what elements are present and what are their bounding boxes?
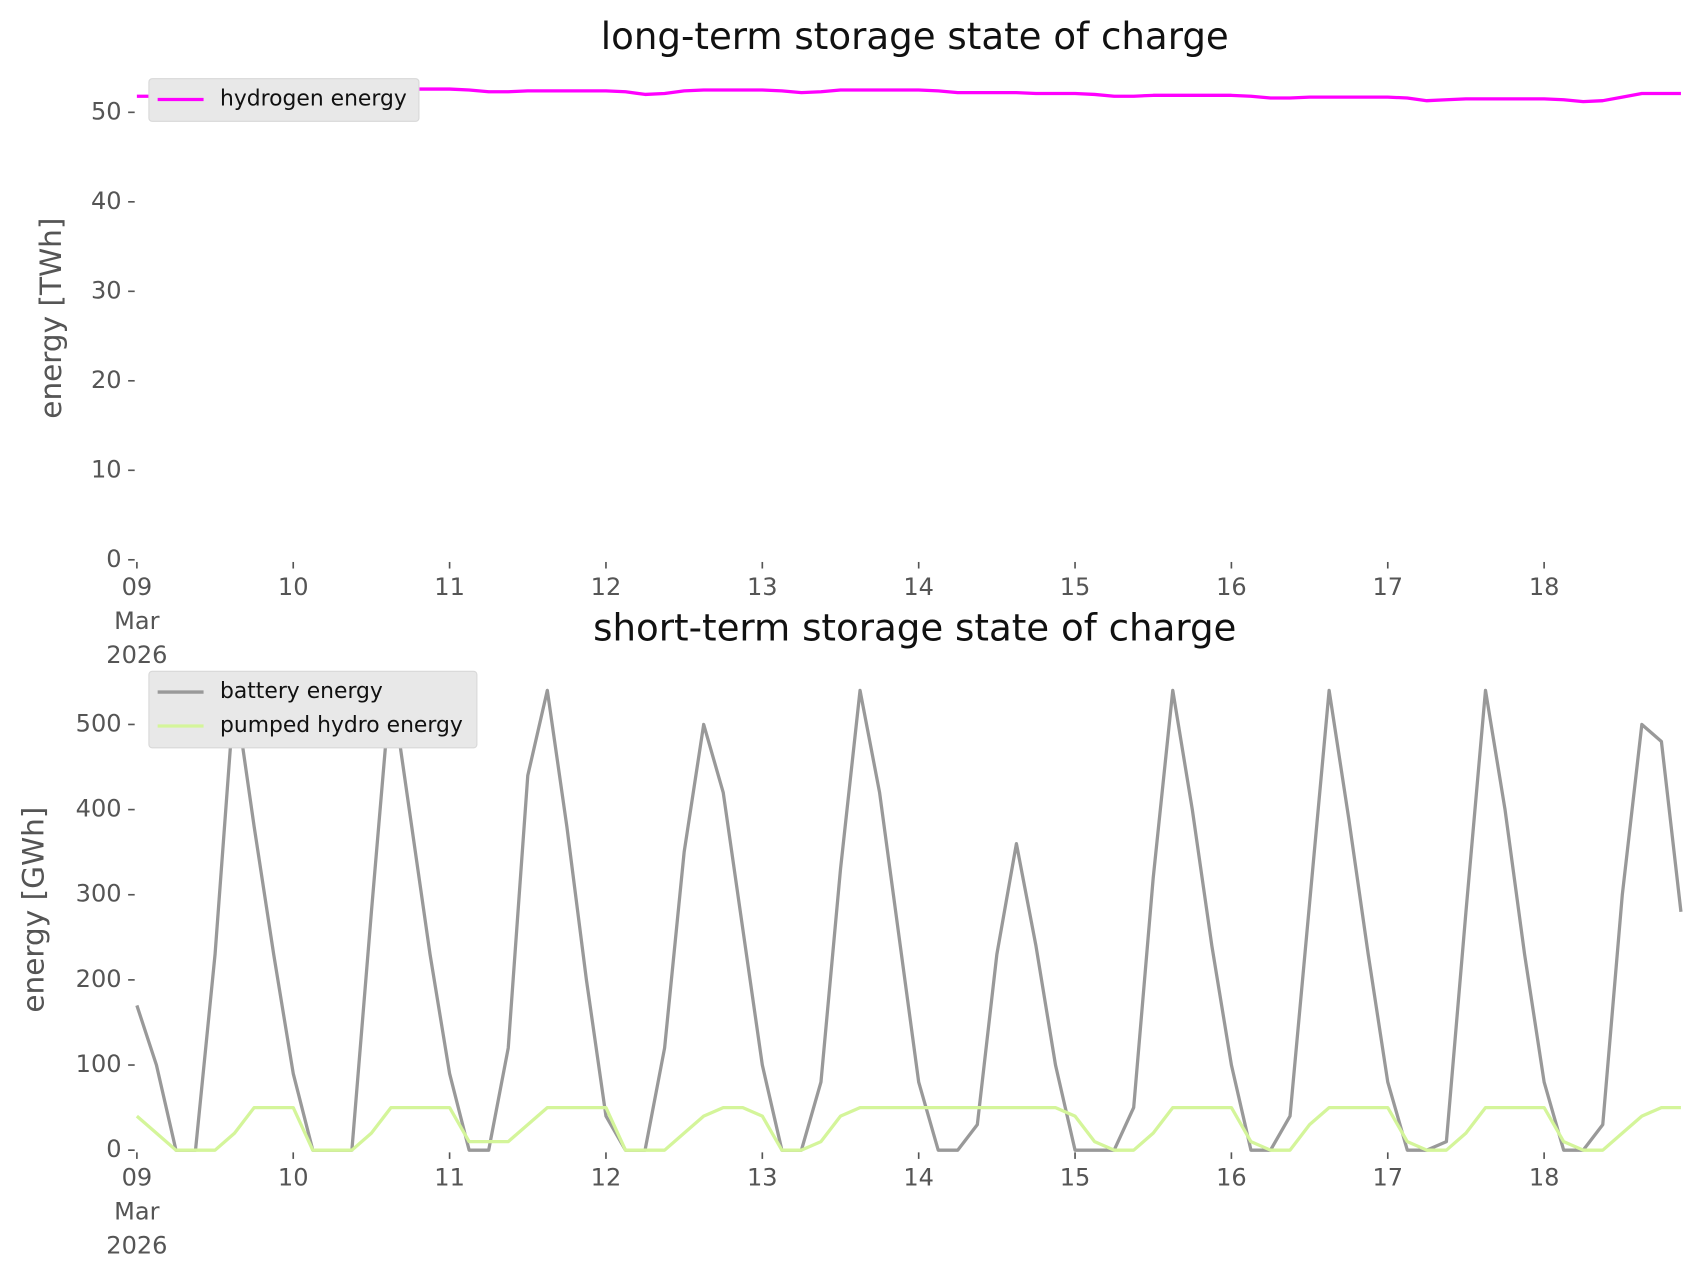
series-line [135, 680, 1683, 1152]
y-tick-label: 400 [76, 795, 122, 823]
x-tick-label: 17 [1372, 1164, 1403, 1192]
y-tick-label: 0 [106, 1135, 121, 1163]
x-tick-label: 11 [434, 573, 465, 601]
x-tick-label: 12 [591, 573, 622, 601]
x-tick-label: 15 [1060, 1164, 1091, 1192]
x-tick-label: 18 [1529, 1164, 1560, 1192]
y-tick-label: 40 [91, 187, 122, 215]
y-tick-label: 200 [76, 965, 122, 993]
x-tick-label: 09 Mar 2026 [106, 573, 167, 669]
x-tick-label: 11 [434, 1164, 465, 1192]
x-tick-label: 16 [1216, 1164, 1247, 1192]
legend-box [148, 78, 420, 122]
x-tick-label: 13 [747, 573, 778, 601]
legend-box [148, 670, 478, 749]
chart-title: short-term storage state of charge [593, 605, 1236, 649]
y-tick-label: 10 [91, 455, 122, 483]
x-tick-label: 17 [1372, 573, 1403, 601]
y-tick-label: 100 [76, 1050, 122, 1078]
x-tick-label: 10 [278, 573, 309, 601]
y-tick-label: 30 [91, 276, 122, 304]
legend-label: battery energy [220, 679, 383, 704]
y-tick-label: 500 [76, 709, 122, 737]
y-axis-label: energy [TWh] [34, 218, 68, 419]
y-tick-label: 0 [106, 545, 121, 573]
y-axis-label: energy [GWh] [17, 807, 51, 1013]
x-tick-label: 15 [1060, 573, 1091, 601]
legend-label: hydrogen energy [220, 86, 407, 111]
x-tick-label: 13 [747, 1164, 778, 1192]
chart-title: long-term storage state of charge [601, 14, 1229, 58]
x-tick-label: 14 [903, 573, 934, 601]
y-tick-label: 20 [91, 366, 122, 394]
y-tick-label: 50 [91, 97, 122, 125]
x-tick-label: 14 [903, 1164, 934, 1192]
series-line [135, 1105, 1681, 1152]
y-tick-label: 300 [76, 880, 122, 908]
legend-label: pumped hydro energy [220, 713, 463, 738]
x-tick-label: 12 [591, 1164, 622, 1192]
x-tick-label: 16 [1216, 573, 1247, 601]
x-tick-label: 18 [1529, 573, 1560, 601]
x-tick-label: 09 Mar 2026 [106, 1164, 167, 1260]
x-tick-label: 10 [278, 1164, 309, 1192]
